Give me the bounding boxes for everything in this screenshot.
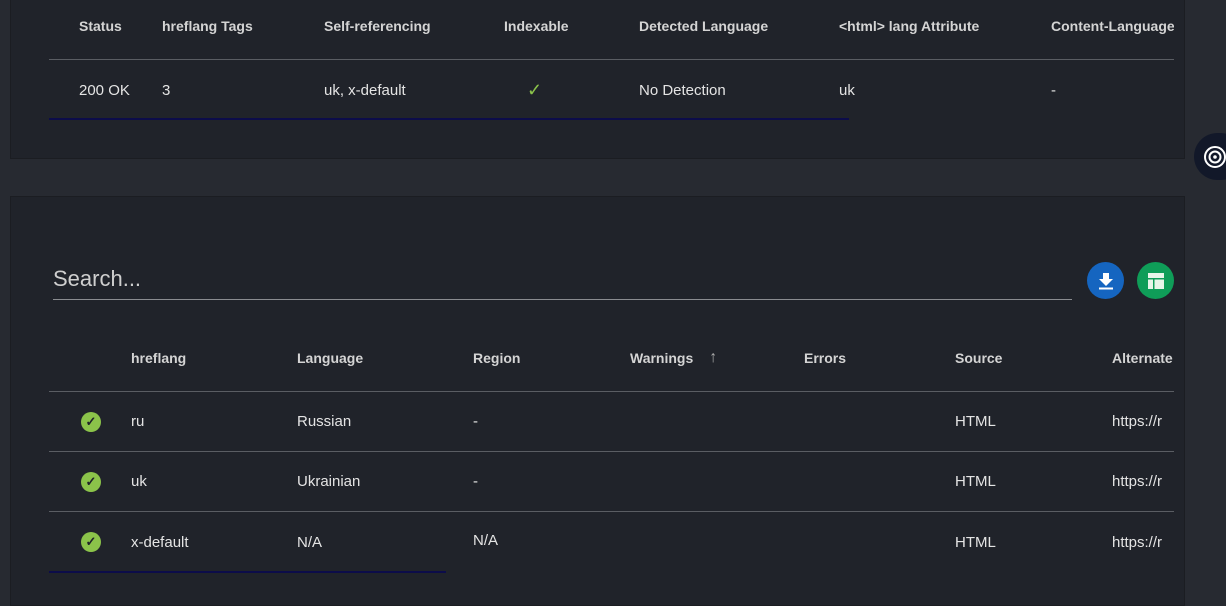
self-referencing-value: uk, x-default [324,81,406,99]
alternate-link[interactable]: https://r [1112,473,1163,490]
language-value: Russian [297,413,352,430]
language-value: N/A [297,533,323,551]
content-language-value: - [1051,81,1056,99]
hreflang-value: ru [131,413,145,430]
region-value: - [473,413,478,430]
col-html-lang[interactable]: <html> lang Attribute [839,18,980,34]
col-content-language[interactable]: Content-Language [1051,18,1174,34]
scroll-indicator [49,571,446,573]
alternate-link[interactable]: https://r [1112,533,1163,551]
source-value: HTML [955,533,996,551]
col-language[interactable]: Language [297,350,364,366]
col-warnings[interactable]: Warnings ↑ [630,325,717,391]
col-errors[interactable]: Errors [804,350,847,366]
summary-table: Status hreflang Tags Self-referencing In… [49,0,1174,120]
hreflang-panel: hreflang Language Region Warnings ↑ Error… [10,196,1185,606]
col-self-referencing[interactable]: Self-referencing [324,18,431,34]
ok-check-icon: ✓ [81,411,101,432]
language-value: Ukrainian [297,473,361,490]
col-hreflang-tags[interactable]: hreflang Tags [162,18,253,34]
summary-panel: Status hreflang Tags Self-referencing In… [10,0,1185,159]
hreflang-table: hreflang Language Region Warnings ↑ Error… [49,325,1174,572]
ok-check-icon: ✓ [81,532,101,552]
col-region[interactable]: Region [473,350,521,366]
region-value: - [473,473,478,490]
side-widget-button[interactable] [1194,133,1226,180]
indexable-check-icon: ✓ [527,79,543,100]
table-row[interactable]: ✓ ru Russian - HTML https://r [49,392,1174,452]
table-row[interactable]: ✓ uk Ukrainian - HTML https://r [49,452,1174,512]
sort-arrow-up-icon: ↑ [709,349,718,366]
hreflang-header-row: hreflang Language Region Warnings ↑ Error… [49,325,1174,392]
summary-header-row: Status hreflang Tags Self-referencing In… [49,0,1174,60]
download-button[interactable] [1087,262,1124,299]
col-status[interactable]: Status [79,18,122,34]
col-indexable[interactable]: Indexable [504,18,569,34]
col-detected-language[interactable]: Detected Language [639,18,769,34]
ok-check-icon: ✓ [81,471,101,492]
col-source[interactable]: Source [955,350,1003,366]
html-lang-value: uk [839,81,855,99]
google-sheets-icon [1147,272,1164,289]
scroll-indicator [49,118,849,120]
status-value: 200 OK [79,81,130,99]
search-input[interactable] [53,259,1072,300]
col-hreflang[interactable]: hreflang [131,350,187,366]
detected-language-value: No Detection [639,81,726,99]
target-icon [1204,145,1226,168]
source-value: HTML [955,473,996,490]
hreflang-value: x-default [131,533,189,551]
warnings-label: Warnings [630,350,694,366]
region-value: N/A [473,531,499,549]
source-value: HTML [955,413,996,430]
hreflang-tags-value: 3 [162,81,171,99]
export-sheets-button[interactable] [1137,262,1174,299]
hreflang-value: uk [131,473,147,490]
download-icon [1098,272,1113,289]
table-row: 200 OK 3 uk, x-default ✓ No Detection uk… [49,60,1174,120]
table-row[interactable]: ✓ x-default N/A N/A HTML https://r [49,512,1174,572]
col-alternate[interactable]: Alternate [1112,350,1173,366]
alternate-link[interactable]: https://r [1112,413,1163,430]
